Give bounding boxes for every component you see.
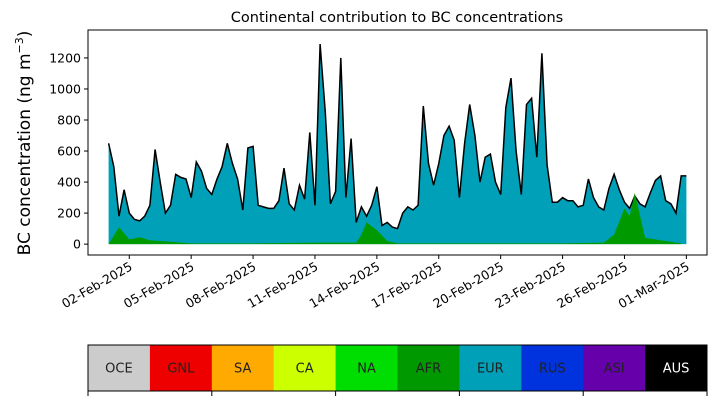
legend-swatch-gnl [149,345,213,391]
x-axis: 02-Feb-202505-Feb-202508-Feb-202511-Feb-… [59,255,692,311]
area-series-eur [108,44,687,245]
plot-area [107,43,687,245]
y-tick-label: 400 [57,175,81,190]
legend-label-afr: AFR [416,362,441,377]
legend-swatch-sa [211,345,275,391]
legend-label-rus: RUS [539,362,566,377]
total-line [107,43,687,230]
axes-frame [87,29,708,256]
legend-swatch-rus [521,345,584,391]
y-tick-label: 0 [73,237,81,252]
legend-swatch-na [335,345,398,391]
legend-swatch-aus [645,345,708,391]
y-axis-label: BC concentration (ng m−3) [13,31,35,256]
legend-label-asi: ASI [604,362,625,377]
chart-title: Continental contribution to BC concentra… [231,10,563,26]
area-series-afr [108,192,682,245]
legend-label-ca: CA [296,362,314,377]
legend-label-aus: AUS [663,362,690,377]
legend-swatch-ca [273,345,337,391]
y-tick-label: 1200 [49,50,81,65]
legend-swatch-afr [397,345,460,391]
legend-label-eur: EUR [477,362,504,377]
y-tick-label: 600 [57,144,81,159]
legend-swatch-oce [88,345,151,391]
legend-swatch-asi [583,345,646,391]
y-tick-label: 200 [57,206,81,221]
colorbar-frame [87,344,708,392]
y-tick-label: 800 [57,113,81,128]
legend-label-oce: OCE [105,362,133,377]
legend-label-gnl: GNL [167,362,195,377]
legend-swatch-eur [459,345,522,391]
legend-label-sa: SA [234,362,251,377]
region-colorbar-legend: OCE GNL SA CA NA AFR EUR RUS ASI AUS [87,344,708,396]
legend-label-na: NA [357,362,376,377]
y-tick-label: 1000 [49,81,81,96]
y-axis: 0 200 400 600 800 1000 1200 [49,50,88,252]
